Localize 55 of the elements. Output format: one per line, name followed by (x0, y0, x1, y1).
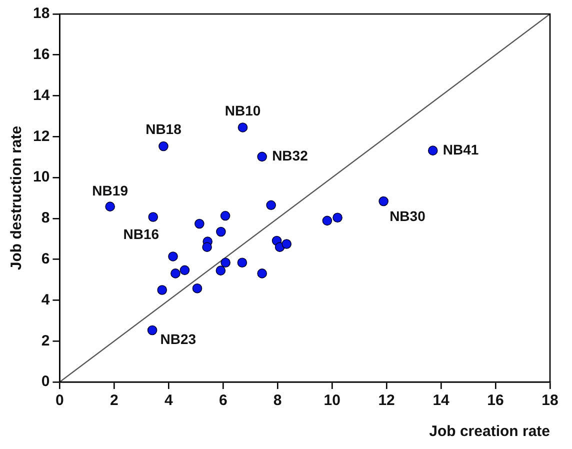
y-tick-label: 2 (41, 332, 50, 350)
point (332, 212, 342, 223)
y-tick-label: 14 (32, 86, 50, 104)
x-tick-label: 8 (273, 392, 282, 410)
point (194, 218, 204, 229)
x-tick-label: 6 (218, 392, 228, 410)
x-tick-label: 2 (110, 392, 118, 410)
x-tick-label: 10 (324, 392, 340, 410)
point (428, 146, 438, 156)
y-tick-label: 8 (41, 210, 50, 227)
point (257, 268, 267, 278)
annotation: NB16 (123, 226, 160, 242)
y-tick-label: 0 (41, 373, 50, 390)
x-tick-label: 16 (487, 392, 504, 410)
point (257, 152, 267, 162)
point (158, 141, 168, 152)
x-tick-label: 14 (432, 392, 450, 410)
x-tick-label: 0 (56, 392, 64, 410)
point (192, 283, 202, 294)
annotation: NB18 (146, 121, 182, 138)
point (147, 325, 158, 336)
y-axis-title: Job destruction rate (8, 126, 26, 270)
point (220, 258, 230, 268)
y-tick-label: 6 (41, 250, 50, 268)
point (157, 285, 168, 295)
point (170, 268, 180, 278)
point (282, 239, 292, 249)
point (322, 216, 332, 226)
y-tick-label: 18 (32, 5, 50, 22)
y-tick-label: 12 (32, 128, 50, 145)
annotation: NB19 (92, 182, 128, 198)
point (105, 202, 115, 212)
y-tick-label: 16 (32, 46, 50, 64)
point (216, 266, 226, 276)
x-tick-label: 4 (164, 392, 174, 410)
annotation: NB30 (390, 208, 426, 224)
point (148, 212, 158, 222)
point (216, 226, 226, 237)
annotation: NB41 (442, 141, 479, 158)
point (266, 200, 276, 210)
annotation: NB23 (160, 331, 196, 348)
point (168, 252, 178, 262)
point (220, 210, 230, 221)
x-axis-title: Job creation rate (429, 423, 550, 440)
y-tick-label: 10 (32, 168, 50, 186)
point (180, 265, 190, 276)
point (237, 258, 248, 268)
point (202, 242, 212, 252)
annotation: NB10 (224, 102, 261, 118)
point (238, 122, 248, 132)
x-tick-label: 12 (378, 392, 395, 410)
point (378, 196, 388, 206)
y-tick-label: 4 (41, 291, 50, 308)
annotation: NB32 (272, 148, 308, 164)
x-tick-label: 18 (542, 392, 558, 410)
